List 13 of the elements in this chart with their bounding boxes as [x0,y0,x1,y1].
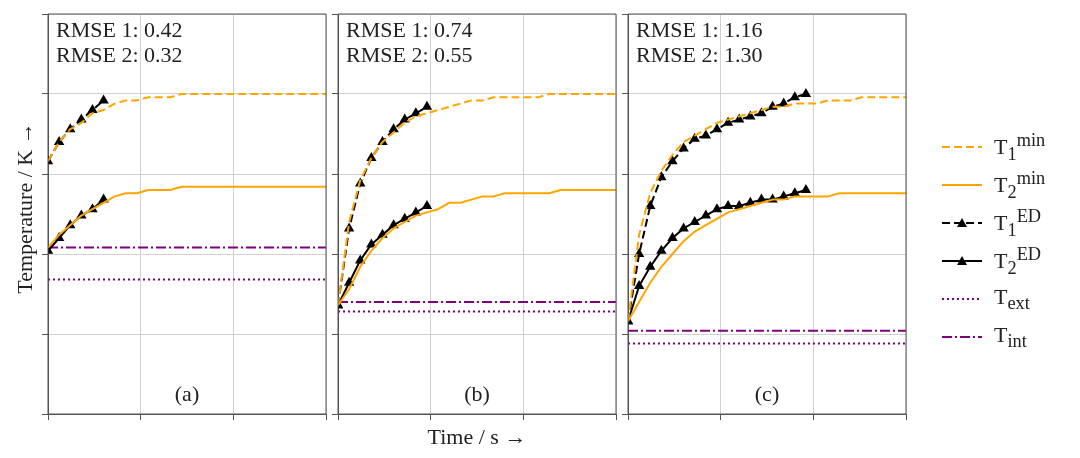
annotation: (c) [754,380,780,406]
text: RMSE 2: 0.55 [346,41,473,67]
legend-label: T$_{int}$ [994,321,1027,353]
x-axis-title: Time / s → [427,424,527,450]
text: RMSE 2: 1.30 [636,41,763,67]
annotation: (b) [464,380,490,406]
y-axis-title: Temperature / K → [12,122,38,294]
annotation: (a) [174,380,200,406]
text: RMSE 2: 0.32 [56,41,183,67]
text: RMSE 1: 1.16 [636,16,763,42]
legend-label: T$_{ext}$ [994,283,1030,315]
text: RMSE 1: 0.74 [346,16,473,42]
text: RMSE 1: 0.42 [56,16,183,42]
